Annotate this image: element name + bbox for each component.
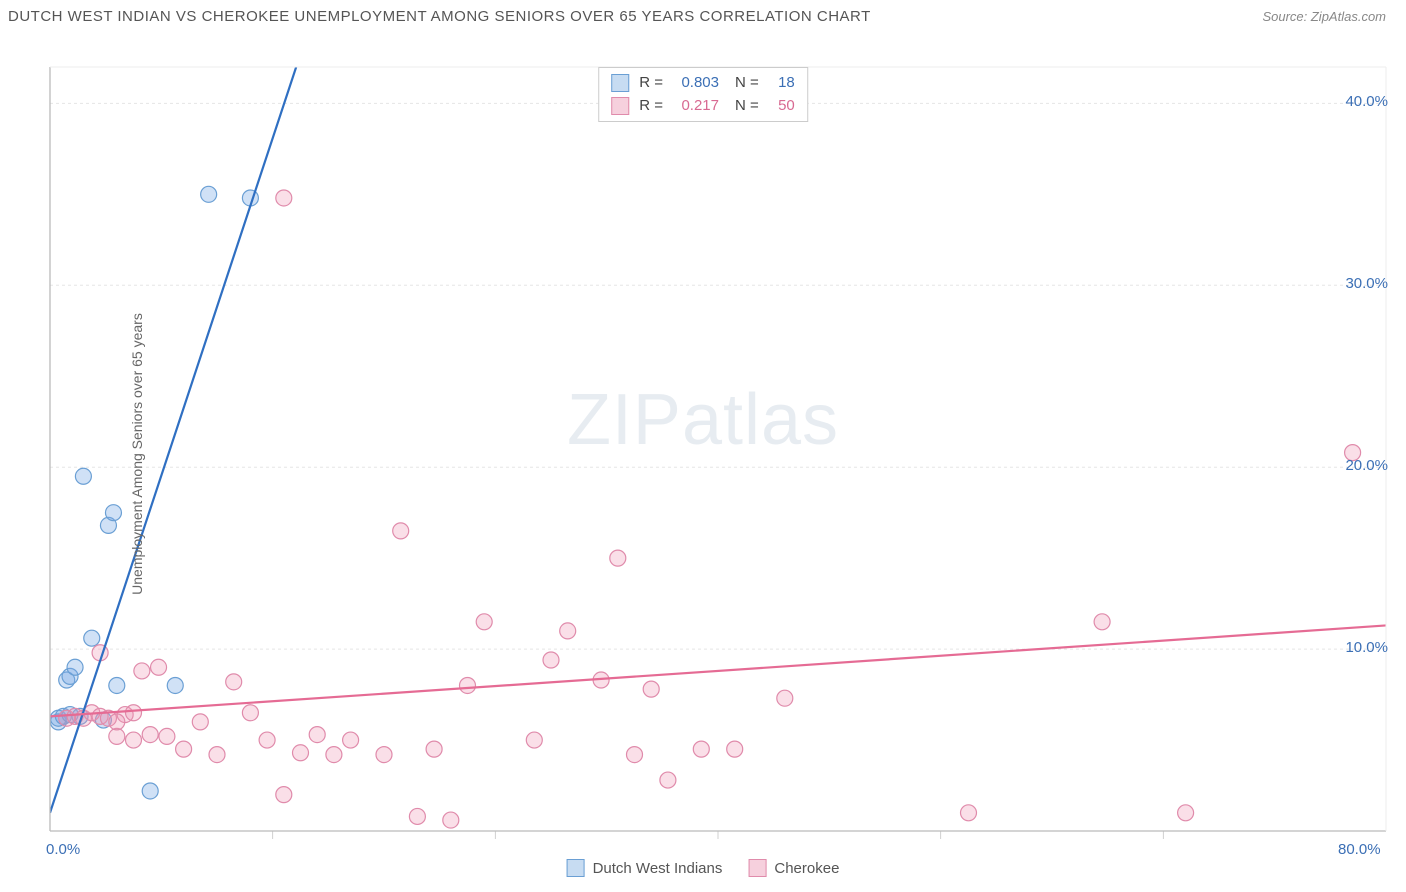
x-tick-label: 0.0% bbox=[46, 841, 80, 858]
y-axis-label: Unemployment Among Seniors over 65 years bbox=[129, 313, 145, 595]
series-legend: Dutch West Indians Cherokee bbox=[567, 859, 840, 877]
legend-swatch bbox=[567, 859, 585, 877]
chart-area: Unemployment Among Seniors over 65 years… bbox=[0, 29, 1406, 879]
n-label: N = bbox=[735, 72, 759, 95]
legend-swatch bbox=[611, 97, 629, 115]
legend-item: Dutch West Indians bbox=[567, 859, 723, 877]
legend-swatch bbox=[611, 74, 629, 92]
y-tick-label: 20.0% bbox=[1345, 457, 1388, 474]
source-label: Source: ZipAtlas.com bbox=[1262, 9, 1386, 24]
title-bar: DUTCH WEST INDIAN VS CHEROKEE UNEMPLOYME… bbox=[0, 0, 1406, 29]
scatter-plot bbox=[0, 29, 1406, 879]
y-tick-label: 10.0% bbox=[1345, 639, 1388, 656]
y-tick-label: 40.0% bbox=[1345, 93, 1388, 110]
chart-title: DUTCH WEST INDIAN VS CHEROKEE UNEMPLOYME… bbox=[8, 8, 871, 25]
legend-label: Dutch West Indians bbox=[593, 860, 723, 877]
stats-legend: R = 0.803 N = 18 R = 0.217 N = 50 bbox=[598, 67, 808, 122]
legend-swatch bbox=[748, 859, 766, 877]
r-label: R = bbox=[639, 72, 663, 95]
y-tick-label: 30.0% bbox=[1345, 275, 1388, 292]
stats-row: R = 0.217 N = 50 bbox=[611, 95, 795, 118]
stats-row: R = 0.803 N = 18 bbox=[611, 72, 795, 95]
r-value: 0.217 bbox=[669, 95, 719, 118]
r-label: R = bbox=[639, 95, 663, 118]
n-value: 18 bbox=[765, 72, 795, 95]
x-tick-label: 80.0% bbox=[1338, 841, 1381, 858]
legend-item: Cherokee bbox=[748, 859, 839, 877]
legend-label: Cherokee bbox=[774, 860, 839, 877]
r-value: 0.803 bbox=[669, 72, 719, 95]
n-label: N = bbox=[735, 95, 759, 118]
n-value: 50 bbox=[765, 95, 795, 118]
